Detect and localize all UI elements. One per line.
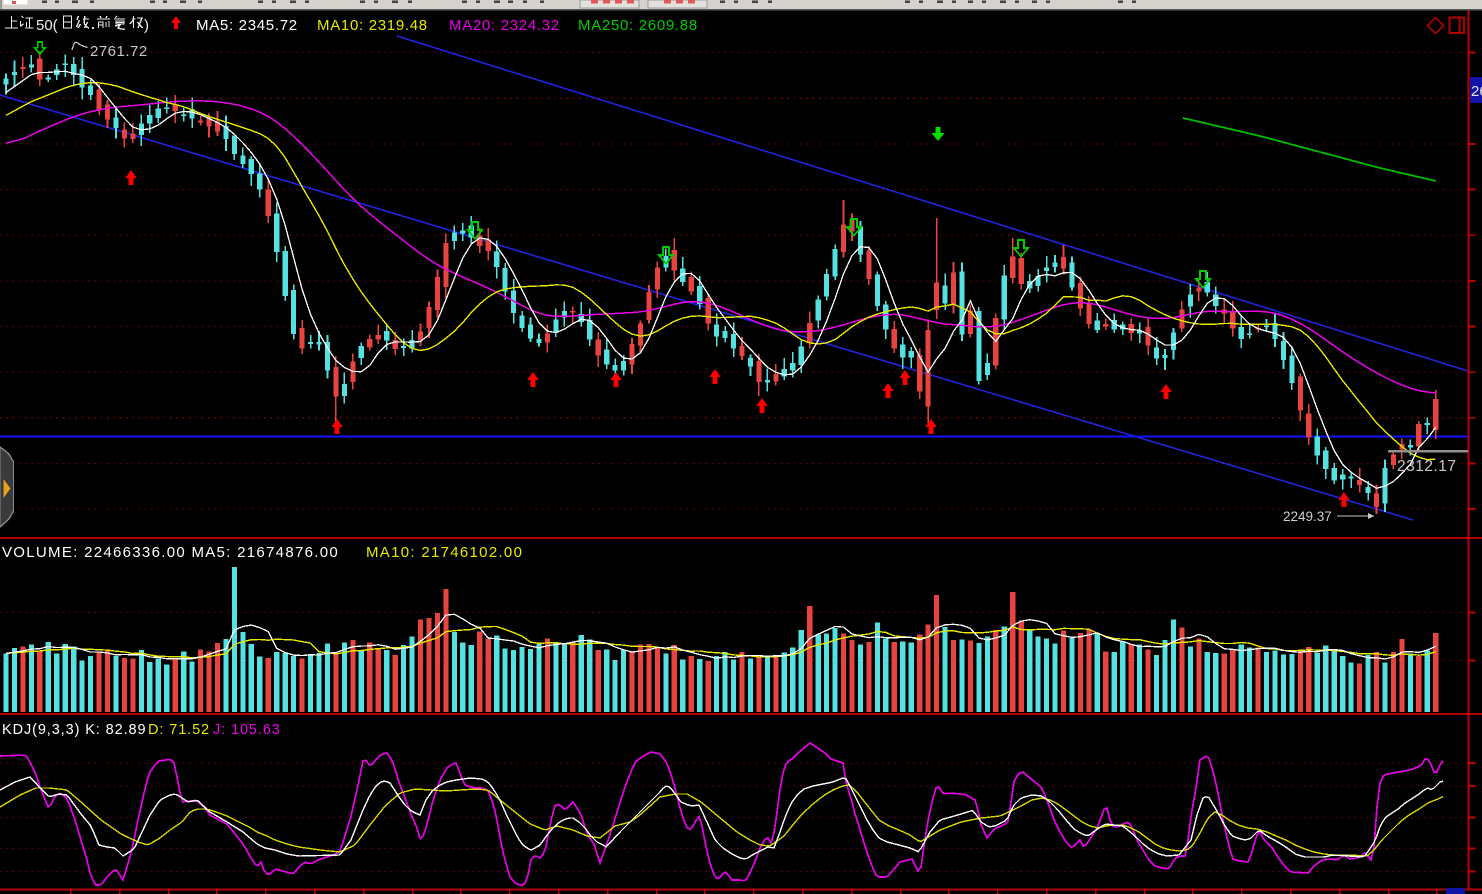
svg-text:): ) (144, 17, 149, 34)
svg-text:MA250: 2609.88: MA250: 2609.88 (578, 17, 698, 34)
svg-text:J: 105.63: J: 105.63 (213, 722, 281, 738)
svg-text:VOLUME: 22466336.00 MA5: 21674: VOLUME: 22466336.00 MA5: 21674876.00 (2, 544, 339, 561)
svg-text:KDJ(9,3,3) K: 82.89: KDJ(9,3,3) K: 82.89 (2, 722, 146, 738)
svg-text:50(: 50( (36, 17, 58, 34)
svg-text:MA5: 2345.72: MA5: 2345.72 (196, 17, 298, 34)
svg-text:26: 26 (1471, 83, 1482, 100)
svg-text:MA20: 2324.32: MA20: 2324.32 (449, 17, 560, 34)
svg-text:MA10: 21746102.00: MA10: 21746102.00 (366, 544, 523, 561)
svg-text:2312.17: 2312.17 (1397, 458, 1457, 475)
svg-text:MA10: 2319.48: MA10: 2319.48 (317, 17, 428, 34)
svg-text:2249.37: 2249.37 (1283, 509, 1332, 524)
svg-text:D: 71.52: D: 71.52 (148, 722, 210, 738)
svg-text:2761.72: 2761.72 (90, 43, 148, 60)
